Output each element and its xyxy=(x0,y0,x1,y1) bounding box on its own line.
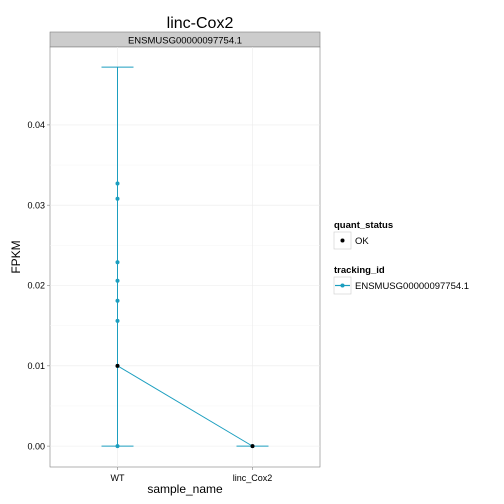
chart-title: linc-Cox2 xyxy=(167,15,234,32)
y-tick-label: 0.04 xyxy=(27,120,45,130)
facet-strip-label: ENSMUSG00000097754.1 xyxy=(128,36,242,47)
plot-panel xyxy=(49,46,321,468)
series-layer xyxy=(101,66,269,449)
legend: quant_status OK tracking_id ENSMUSG00000… xyxy=(333,220,469,295)
replicate-point xyxy=(115,278,120,283)
y-tick-label: 0.02 xyxy=(27,281,45,291)
replicate-point xyxy=(115,260,120,265)
replicate-point xyxy=(115,318,120,323)
replicate-point xyxy=(115,181,120,186)
y-tick-label: 0.00 xyxy=(27,441,45,451)
replicate-point xyxy=(115,196,120,201)
replicate-point xyxy=(115,298,120,303)
legend-ok-point xyxy=(340,238,345,243)
legend-quant-status-title: quant_status xyxy=(334,220,393,231)
legend-tracking-id-label: ENSMUSG00000097754.1 xyxy=(355,281,469,292)
mean-point xyxy=(115,363,120,368)
legend-ok-label: OK xyxy=(355,236,369,247)
y-axis: 0.00 0.01 0.02 0.03 0.04 xyxy=(27,120,50,451)
mean-point xyxy=(250,444,255,449)
x-axis: WT linc_Cox2 xyxy=(111,467,273,483)
y-axis-title: FPKM xyxy=(9,240,23,273)
y-tick-label: 0.01 xyxy=(27,361,45,371)
legend-series-point xyxy=(340,283,345,288)
x-axis-title: sample_name xyxy=(147,482,223,496)
replicate-point xyxy=(115,444,120,449)
x-tick-label: WT xyxy=(111,473,125,483)
legend-tracking-id-title: tracking_id xyxy=(334,265,385,276)
y-tick-label: 0.03 xyxy=(27,200,45,210)
x-tick-label: linc_Cox2 xyxy=(233,473,273,483)
series-line xyxy=(117,365,253,447)
